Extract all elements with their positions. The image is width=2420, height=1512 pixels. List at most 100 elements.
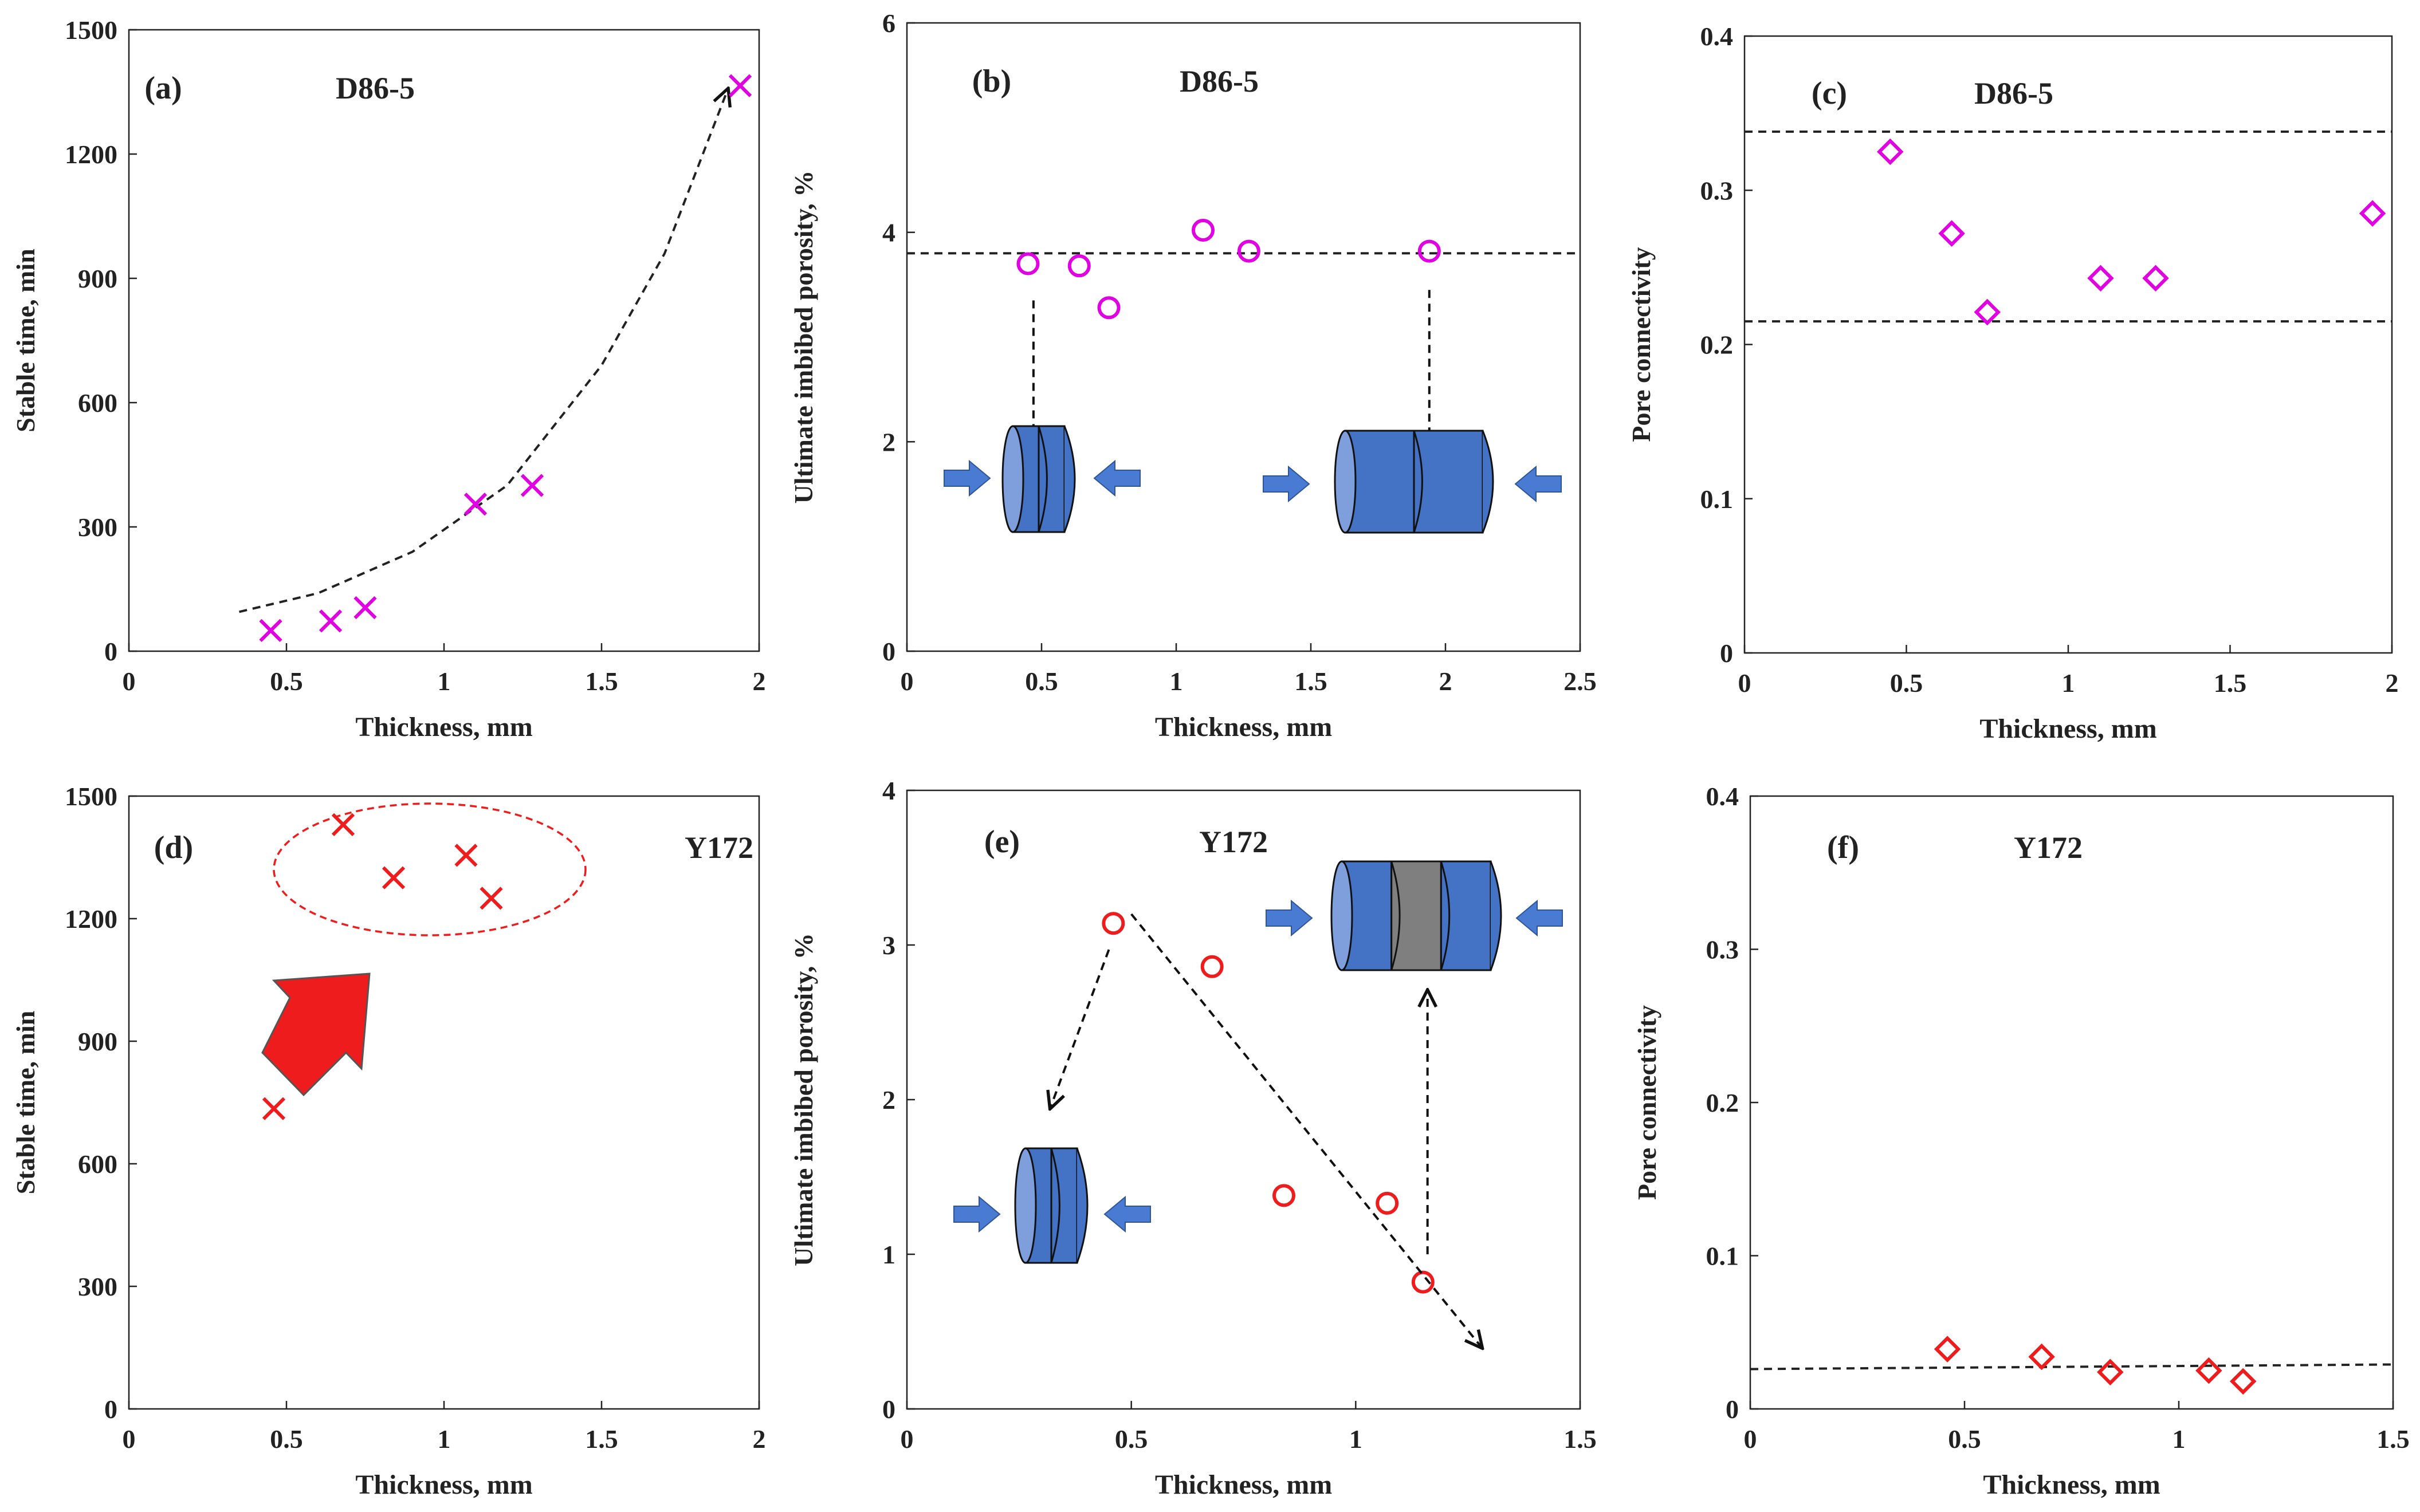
y-tick-label: 300 [78, 513, 117, 542]
data-point [1097, 296, 1121, 320]
x-tick-label: 0 [123, 1424, 136, 1454]
cylinder-seam [1390, 861, 1401, 971]
y-tick-label: 0.4 [1700, 22, 1734, 51]
panel-label: (c) [1812, 76, 1847, 111]
panel-label: (b) [972, 64, 1011, 99]
highlight-arrow [261, 972, 371, 1097]
y-tick-label: 1200 [65, 140, 117, 169]
x-tick-label: 2 [2386, 668, 2399, 698]
data-point [728, 74, 752, 97]
x-tick-label: 1.5 [2376, 1424, 2410, 1454]
panel-label: (a) [144, 70, 182, 106]
x-axis-label: Thickness, mm [1979, 714, 2156, 744]
y-tick-label: 1200 [65, 904, 117, 934]
data-point [2195, 1357, 2222, 1384]
panel-label: (d) [154, 830, 193, 865]
panel-c: 0 0.5 1 1.5 2 0 0.1 0.2 0.3 0.4 Thickness, mm Pore … [1627, 22, 2399, 744]
y-axis-label: Pore connectivity [1627, 247, 1656, 442]
x-tick-label: 1 [2172, 1424, 2186, 1454]
y-tick-label: 600 [78, 388, 117, 418]
flow-arrow-left [1093, 459, 1141, 497]
y-tick-label: 300 [78, 1272, 117, 1301]
x-tick-label: 0 [1738, 668, 1751, 698]
trend-arrow [1130, 913, 1482, 1347]
layered-core-sample [1330, 860, 1502, 971]
cylinder-face [1330, 860, 1353, 971]
y-tick-label: 2 [882, 427, 895, 456]
data-point [331, 813, 355, 837]
flow-arrow-left [1514, 465, 1562, 503]
data-point [2229, 1368, 2257, 1395]
y-axis-label: Ultimate imbibed porosity, % [789, 933, 818, 1266]
x-tick-label: 0 [901, 667, 914, 696]
cylinder-end [1063, 426, 1076, 533]
large-core-sample [1334, 430, 1494, 534]
y-tick-label: 900 [78, 264, 117, 293]
cylinder-face [1001, 425, 1024, 533]
panel-b: 0 0.5 1 1.5 2 2.5 0 2 4 6 Thickness, mm Ultimate im… [789, 9, 1597, 742]
data-point [1067, 254, 1091, 278]
y-tick-label: 0 [1726, 1395, 1739, 1424]
cylinder-end [1490, 861, 1502, 971]
data-point [2087, 265, 2114, 292]
panel-d: 0 0.5 1 1.5 2 0 300 600 900 1200 1500 Thickness, mm… [11, 782, 766, 1500]
plot-frame [1749, 795, 2394, 1410]
y-tick-label: 0 [882, 637, 895, 666]
plot-frame [128, 795, 760, 1410]
sample-label: D86-5 [1180, 64, 1259, 99]
y-tick-label: 0.3 [1700, 176, 1734, 205]
flow-arrow-right [944, 459, 991, 497]
data-point [353, 596, 377, 620]
plot-frame [906, 22, 1581, 652]
panel-f: 0 0.5 1 1.5 0 0.1 0.2 0.3 0.4 Thickness, mm Pore c… [1632, 782, 2410, 1500]
x-tick-label: 2 [1439, 667, 1452, 696]
y-axis-label: Pore connectivity [1632, 1005, 1661, 1200]
y-tick-label: 0.2 [1706, 1088, 1739, 1117]
x-axis-label: Thickness, mm [355, 1470, 532, 1500]
data-point [2142, 265, 2169, 292]
panel-label: (f) [1827, 830, 1859, 865]
y-tick-label: 2 [882, 1085, 895, 1115]
panel-e: 0 0.5 1 1.5 0 1 2 3 4 Thickness, mm Ultimate imbib… [789, 776, 1597, 1500]
x-tick-label: 1.5 [585, 1424, 618, 1454]
x-tick-label: 2.5 [1563, 667, 1597, 696]
data-point [1376, 1191, 1399, 1215]
y-tick-label: 0.1 [1700, 485, 1734, 514]
y-axis-label: Stable time, min [11, 249, 40, 432]
y-tick-label: 4 [882, 218, 895, 247]
x-tick-label: 2 [753, 1424, 766, 1454]
y-tick-label: 1500 [65, 782, 117, 811]
cylinder-end [1482, 430, 1494, 533]
x-tick-label: 1.5 [585, 667, 618, 696]
y-tick-label: 1500 [65, 15, 117, 45]
y-tick-label: 1 [882, 1240, 895, 1269]
y-tick-label: 0 [104, 637, 117, 666]
data-point [463, 493, 488, 516]
cylinder-seam [1413, 430, 1423, 533]
plot-frame [128, 29, 760, 652]
x-tick-label: 1.5 [1294, 667, 1327, 696]
flow-arrow-left [1515, 899, 1563, 937]
x-axis-label: Thickness, mm [1155, 712, 1332, 742]
data-point [2359, 200, 2386, 227]
cylinder-seam [1050, 1148, 1060, 1263]
x-tick-label: 1.5 [2214, 668, 2247, 698]
data-point [480, 887, 503, 910]
highlight-ellipse [273, 802, 587, 936]
data-point [382, 866, 406, 889]
x-axis-label: Thickness, mm [1983, 1470, 2160, 1500]
x-tick-label: 0 [901, 1424, 914, 1454]
y-tick-label: 0.4 [1706, 782, 1739, 811]
x-tick-label: 1 [1170, 667, 1183, 696]
data-point [1934, 1336, 1961, 1363]
x-tick-label: 0.5 [1115, 1424, 1148, 1454]
y-tick-label: 0.1 [1706, 1242, 1739, 1271]
pointer-arrow [1051, 949, 1110, 1107]
x-tick-label: 0.5 [270, 1424, 303, 1454]
x-tick-label: 0 [1744, 1424, 1757, 1454]
x-tick-label: 0.5 [1025, 667, 1058, 696]
x-tick-label: 0.5 [1890, 668, 1923, 698]
trend-curve [239, 90, 728, 613]
y-tick-label: 0.2 [1700, 330, 1734, 360]
x-tick-label: 0.5 [1948, 1424, 1981, 1454]
